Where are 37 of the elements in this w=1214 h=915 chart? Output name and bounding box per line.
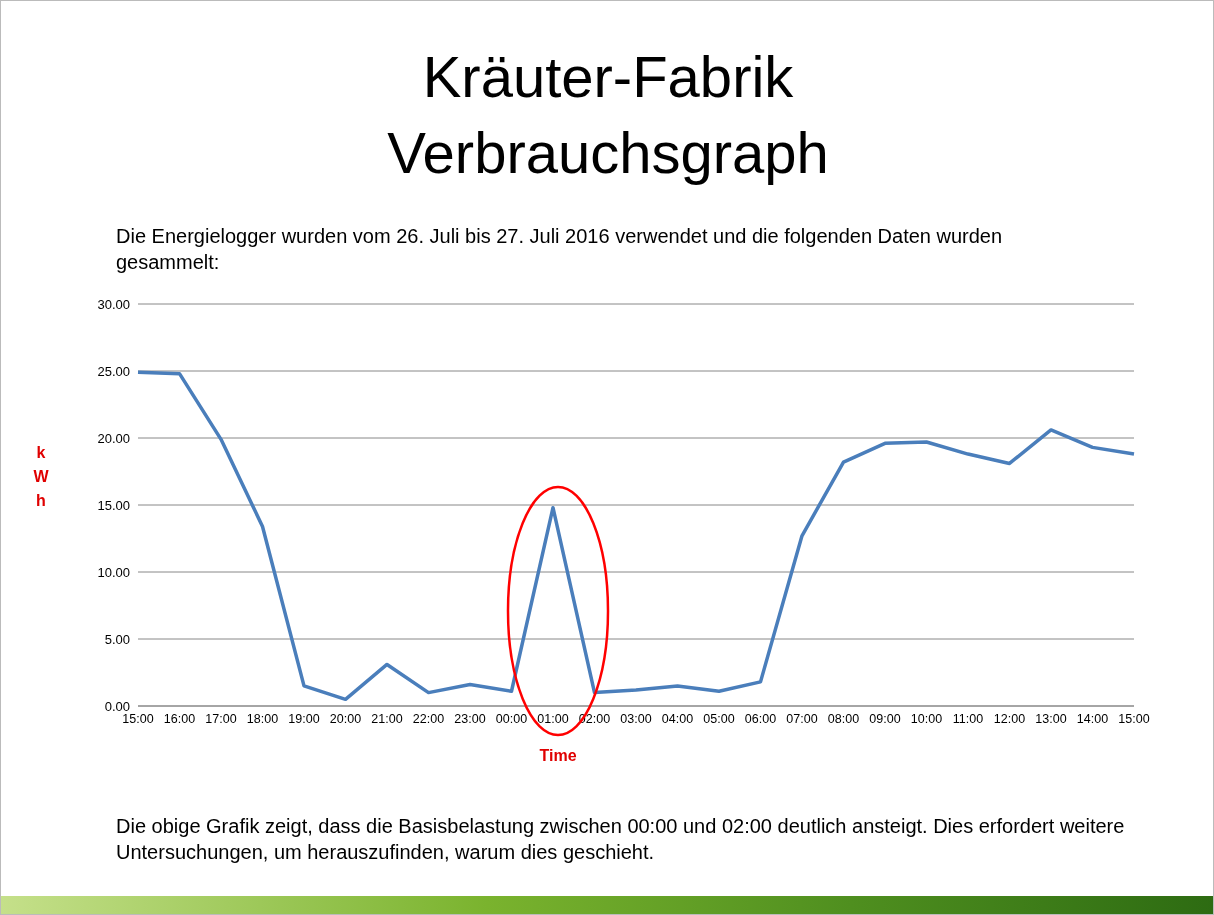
x-tick-label: 07:00 (786, 711, 818, 726)
x-tick-label: 05:00 (703, 711, 735, 726)
x-tick-label: 03:00 (620, 711, 652, 726)
y-axis-title: kWh (32, 443, 50, 511)
text: Die obige Grafik zeigt, dass die Basisbelastung zwischen 00:00 und 02:00 deutlich ansteigt. Dies erfordert weitere Untersuchungen, um herauszufinden, warum dies geschieht. (116, 814, 1126, 865)
x-tick-label: 15:00 (122, 711, 154, 726)
x-tick-label: 00:00 (495, 711, 528, 726)
x-tick-label: 06:00 (744, 711, 777, 726)
y-tick-label: 0.00 (104, 698, 130, 714)
chart-subtitle: Die Energielogger wurden vom 26. Juli bis 27. Juli 2016 verwendet und die folgenden Daten wurden gesammelt: (116, 224, 1004, 275)
chart-title: Kräuter-Fabrik Verbrauchsgraph (386, 43, 830, 187)
x-tick-label: 23:00 (454, 711, 486, 726)
x-tick-label: 19:00 (288, 711, 320, 726)
line-series (136, 370, 1136, 702)
y-tick-label: 10.00 (97, 564, 130, 580)
y-tick-label: 20.00 (97, 430, 130, 446)
x-tick-label: 21:00 (371, 711, 403, 726)
x-tick-label: 09:00 (869, 711, 901, 726)
x-tick-label: 04:00 (661, 711, 694, 726)
y-tick-label: 15.00 (97, 497, 130, 513)
y-tick-label: 5.00 (104, 631, 130, 647)
x-tick-label: 10:00 (910, 711, 943, 726)
x-tick-label: 22:00 (412, 711, 445, 726)
x-tick-label: 20:00 (329, 711, 362, 726)
x-tick-label: 01:00 (537, 711, 569, 726)
x-tick-label: 15:00 (1118, 711, 1150, 726)
y-tick-label: 25.00 (97, 363, 130, 379)
x-tick-label: 08:00 (827, 711, 860, 726)
x-tick-label: 13:00 (1035, 711, 1067, 726)
x-tick-label: 16:00 (163, 711, 196, 726)
x-tick-label: 11:00 (952, 711, 984, 726)
x-tick-label: 17:00 (205, 711, 237, 726)
x-tick-label: 14:00 (1076, 711, 1109, 726)
x-tick-label: 18:00 (246, 711, 279, 726)
y-tick-label: 30.00 (97, 296, 130, 312)
x-tick-label: 12:00 (993, 711, 1026, 726)
x-axis-title: Time (539, 747, 577, 765)
